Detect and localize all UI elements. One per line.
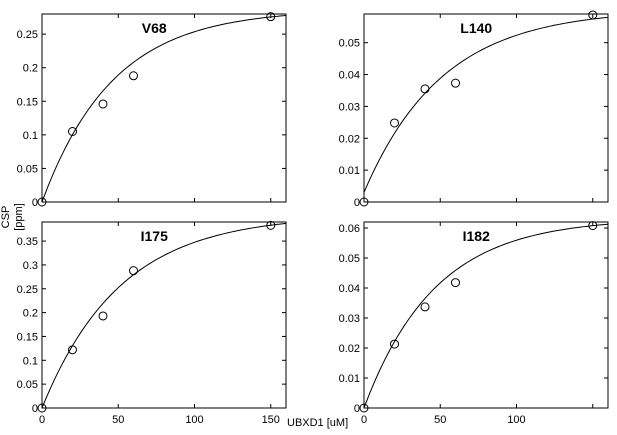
x-tick-label: 50 bbox=[112, 414, 124, 426]
y-tick-label: 0.2 bbox=[23, 308, 38, 320]
panel-title: I175 bbox=[141, 228, 168, 244]
y-tick-label: 0.1 bbox=[23, 355, 38, 367]
y-tick-label: 0.1 bbox=[23, 130, 38, 142]
data-point bbox=[68, 127, 77, 136]
x-tick-label: 150 bbox=[262, 414, 280, 426]
y-tick-label: 0.15 bbox=[17, 331, 38, 343]
data-point bbox=[98, 99, 108, 109]
y-tick-label: 0 bbox=[354, 197, 360, 209]
y-tick-label: 0.02 bbox=[339, 133, 360, 145]
data-point bbox=[129, 71, 138, 81]
y-tick-label: 0.04 bbox=[339, 283, 360, 295]
data-point bbox=[129, 266, 138, 276]
y-tick-label: 0.05 bbox=[339, 38, 360, 50]
data-point bbox=[390, 118, 399, 128]
x-tick-label: 100 bbox=[185, 414, 203, 426]
y-tick-label: 0 bbox=[354, 403, 360, 415]
panel-title: I182 bbox=[463, 228, 490, 244]
fit-curve bbox=[41, 14, 287, 203]
chart-panel-2: 0 0.01 0.02 0.03 0.04 0.05 L140 bbox=[339, 10, 609, 209]
y-tick-label: 0.35 bbox=[17, 236, 38, 248]
fit-curve bbox=[363, 16, 609, 193]
data-point bbox=[390, 339, 399, 349]
x-axis-label: UBXD1 [uM] bbox=[287, 417, 348, 429]
data-point bbox=[68, 345, 77, 355]
y-tick-label: 0.02 bbox=[339, 343, 360, 355]
y-tick-label: 0.05 bbox=[339, 253, 360, 265]
panel-title: V68 bbox=[142, 20, 167, 36]
data-point bbox=[37, 197, 47, 207]
y-tick-label: 0.04 bbox=[339, 70, 360, 82]
y-tick-label: 0 bbox=[32, 197, 38, 209]
chart-panel-3: 0 0.05 0.1 0.15 0.2 0.25 0.3 0.35 0 50 100 150 I175 bbox=[17, 220, 287, 426]
data-point bbox=[420, 302, 430, 312]
axes-frame bbox=[41, 221, 287, 409]
y-tick-label: 0.3 bbox=[23, 260, 38, 272]
data-point bbox=[588, 10, 598, 20]
data-point bbox=[359, 403, 369, 413]
y-tick-label: 0.05 bbox=[17, 163, 38, 175]
fit-curve bbox=[363, 223, 609, 409]
y-tick-label: 0.03 bbox=[339, 313, 360, 325]
data-point bbox=[420, 84, 430, 94]
data-point bbox=[266, 12, 276, 22]
y-tick-label: 0 bbox=[32, 403, 38, 415]
panel-title: L140 bbox=[460, 20, 492, 36]
y-axis-label-line2: [ppm] bbox=[13, 203, 25, 231]
data-point bbox=[588, 221, 598, 231]
x-tick-label: 0 bbox=[39, 414, 45, 426]
axes-frame bbox=[363, 221, 609, 409]
chart-panels: 00.050.10.150.20.25 V6800.010.020.030.040… bbox=[17, 10, 609, 426]
y-tick-label: 0.03 bbox=[339, 101, 360, 113]
data-point bbox=[359, 197, 369, 207]
y-tick-label: 0.25 bbox=[17, 29, 38, 41]
chart-panel-4: 0 0.01 0.02 0.03 0.04 0.05 0.06 0 50 100 I182 bbox=[339, 221, 609, 426]
chart-panel-1: 0 0.05 0.1 0.15 0.2 0.25 V68 bbox=[17, 12, 287, 209]
y-tick-label: 0.05 bbox=[17, 379, 38, 391]
x-tick-label: 50 bbox=[434, 414, 446, 426]
data-point bbox=[451, 78, 460, 88]
y-axis-label-line1: CSP bbox=[0, 206, 12, 229]
y-tick-label: 0.01 bbox=[339, 165, 360, 177]
y-tick-label: 0.01 bbox=[339, 373, 360, 385]
data-point bbox=[98, 311, 108, 321]
axes-frame bbox=[41, 13, 287, 203]
fit-curve bbox=[41, 222, 287, 409]
data-point bbox=[451, 278, 460, 288]
axes-frame bbox=[363, 13, 609, 203]
y-tick-label: 0.06 bbox=[339, 223, 360, 235]
x-tick-label: 100 bbox=[507, 414, 525, 426]
y-tick-label: 0.15 bbox=[17, 96, 38, 108]
x-tick-label: 0 bbox=[361, 414, 367, 426]
y-tick-label: 0.2 bbox=[23, 63, 38, 75]
data-point bbox=[266, 220, 276, 230]
y-tick-label: 0.25 bbox=[17, 284, 38, 296]
data-point bbox=[37, 403, 47, 413]
